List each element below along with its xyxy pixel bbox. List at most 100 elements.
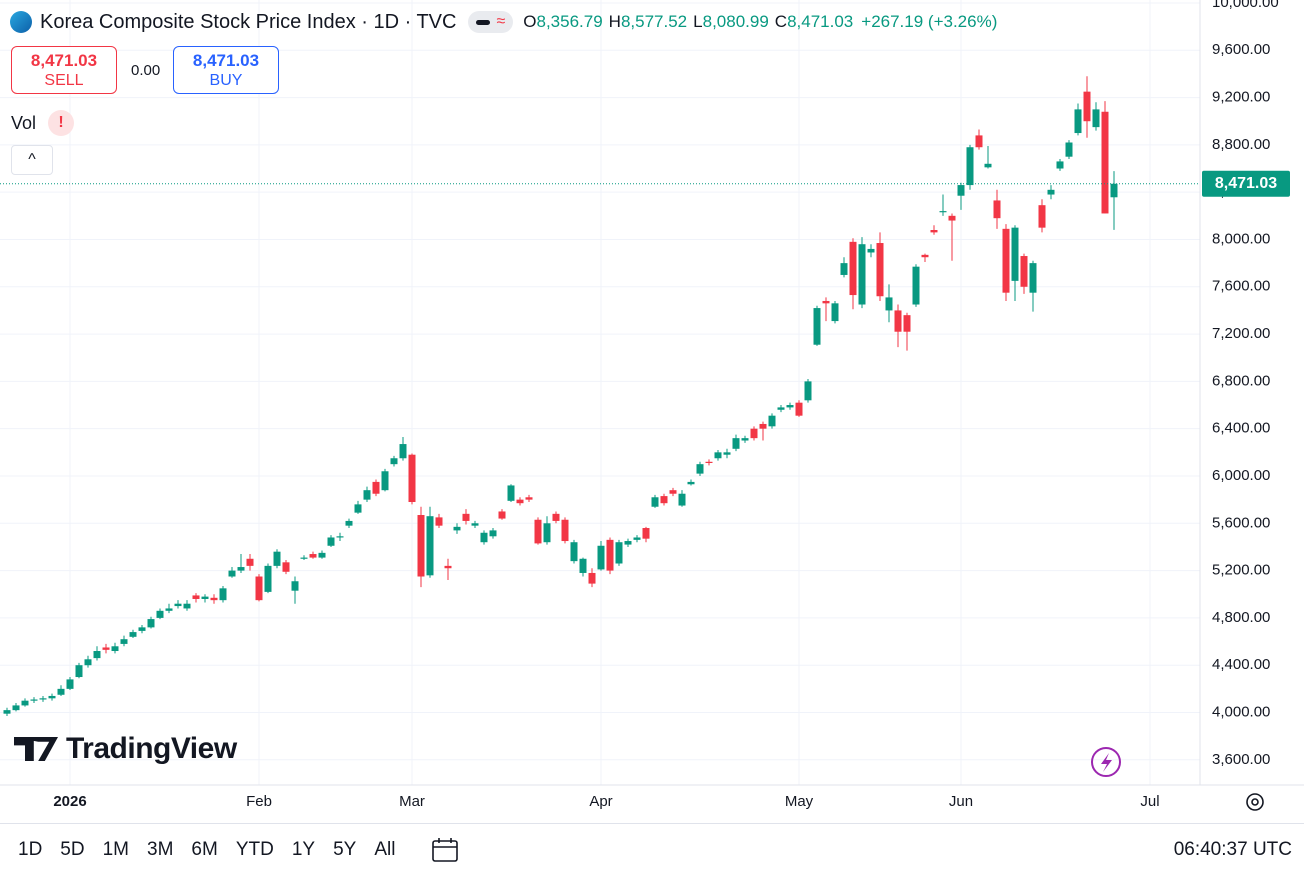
sell-button[interactable]: 8,471.03 SELL — [11, 46, 117, 94]
candle-body — [768, 415, 776, 427]
candle-body — [390, 458, 398, 465]
candle-body — [867, 248, 875, 253]
x-tick-label: Feb — [246, 793, 272, 810]
candle-body — [570, 542, 578, 562]
x-tick-label: 2026 — [53, 793, 86, 810]
candle-body — [336, 536, 344, 538]
date-range-icon[interactable] — [430, 835, 460, 865]
candle-body — [597, 545, 605, 570]
candle-body — [732, 438, 740, 449]
candle-body — [1101, 111, 1109, 214]
candle-body — [3, 710, 11, 714]
range-button[interactable]: 5D — [60, 838, 85, 860]
candle-body — [1074, 109, 1082, 134]
candle-body — [237, 567, 245, 571]
candle-body — [912, 266, 920, 305]
candle-body — [282, 562, 290, 572]
ohlc-label: C — [774, 12, 788, 31]
range-button[interactable]: 6M — [191, 838, 218, 860]
x-tick-label: Jul — [1140, 793, 1159, 810]
ohlc-item: H8,577.52 — [609, 12, 687, 32]
header: Korea Composite Stock Price Index · 1D ·… — [10, 8, 997, 36]
x-tick-label: Mar — [399, 793, 425, 810]
candle-body — [525, 497, 533, 500]
candle-body — [381, 471, 389, 491]
candle-body — [120, 639, 128, 644]
buy-label: BUY — [209, 72, 243, 89]
candle-body — [795, 402, 803, 416]
candle-body — [435, 517, 443, 526]
candle-body — [102, 647, 110, 650]
candle-body — [471, 523, 479, 526]
clock: 06:40:37 UTC — [1173, 838, 1292, 860]
candle-body — [219, 588, 227, 601]
candle-body — [399, 444, 407, 459]
settings-icon — [1246, 793, 1264, 811]
candle-body — [453, 526, 461, 531]
candle-body — [930, 230, 938, 233]
candle-body — [660, 496, 668, 504]
ohlc-value: 8,577.52 — [620, 12, 688, 31]
candle-body — [489, 530, 497, 537]
candle-body — [714, 452, 722, 459]
candle-body — [417, 515, 425, 577]
range-button[interactable]: 1Y — [291, 838, 316, 860]
buy-price: 8,471.03 — [192, 51, 260, 70]
candle-body — [687, 481, 695, 485]
last-price-label: 8,471.03 — [1215, 175, 1277, 192]
buy-button[interactable]: 8,471.03 BUY — [173, 46, 279, 94]
range-button[interactable]: 5Y — [333, 838, 357, 860]
candle-body — [201, 596, 209, 599]
spread: 0.00 — [131, 62, 161, 79]
indicator-name[interactable]: Vol — [11, 112, 37, 133]
candle-body — [813, 308, 821, 345]
x-tick-label: Apr — [589, 793, 612, 810]
candle-body — [975, 135, 983, 148]
candle-body — [327, 537, 335, 546]
candle-body — [957, 185, 965, 196]
candle-body — [138, 627, 146, 631]
candle-body — [561, 519, 569, 542]
range-button[interactable]: 3M — [147, 838, 174, 860]
ohlc-item: L8,080.99 — [693, 12, 769, 32]
candle-body — [588, 572, 596, 584]
candle-body — [21, 700, 29, 706]
candle-body — [651, 497, 659, 507]
candle-body — [543, 523, 551, 543]
range-button[interactable]: 1M — [102, 838, 129, 860]
symbol-icon — [10, 11, 32, 33]
candle-body — [300, 557, 308, 559]
candle-body — [948, 215, 956, 221]
y-tick-label: 6,800.00 — [1212, 372, 1270, 389]
candle-body — [354, 504, 362, 513]
indicator-alert[interactable]: ! — [48, 110, 75, 136]
range-button[interactable]: All — [374, 838, 396, 860]
candle-body — [228, 570, 236, 577]
y-tick-label: 4,800.00 — [1212, 609, 1270, 626]
candle-body — [984, 163, 992, 168]
candle-body — [939, 211, 947, 213]
collapse-button[interactable]: ^ — [11, 145, 53, 175]
candle-body — [831, 303, 839, 322]
y-tick-label: 6,000.00 — [1212, 467, 1270, 484]
y-tick-label: 7,200.00 — [1212, 325, 1270, 342]
candle-body — [552, 513, 560, 521]
candle-body — [1002, 228, 1010, 293]
range-button[interactable]: 1D — [18, 838, 43, 860]
range-button[interactable]: YTD — [235, 838, 274, 860]
candle-body — [264, 565, 272, 592]
y-tick-label: 5,600.00 — [1212, 514, 1270, 531]
candle-body — [903, 315, 911, 332]
settings-icon-hub — [1251, 798, 1259, 806]
candle-body — [840, 263, 848, 275]
candle-body — [849, 241, 857, 296]
candle-body — [1065, 142, 1073, 157]
candle-body — [66, 679, 74, 689]
candle-body — [624, 541, 632, 545]
symbol-title[interactable]: Korea Composite Stock Price Index · 1D ·… — [40, 10, 457, 33]
ohlc-value: 8,080.99 — [702, 12, 769, 31]
status-pill[interactable]: ≈ — [468, 11, 514, 33]
ohlc-item: C8,471.03 — [775, 12, 853, 32]
candle-body — [111, 646, 119, 652]
